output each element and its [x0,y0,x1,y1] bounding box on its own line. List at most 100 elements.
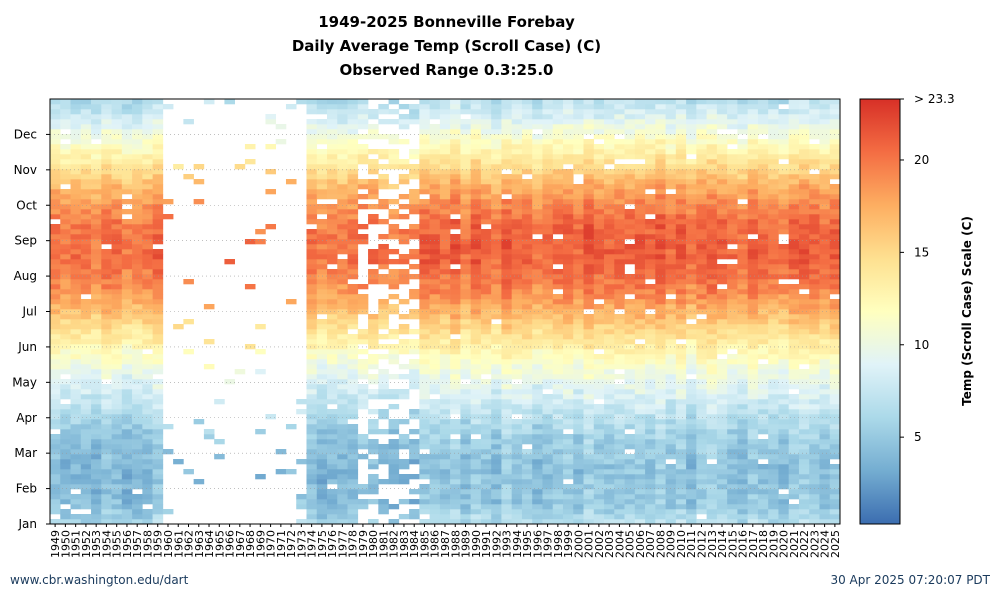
heatmap-cell [675,229,687,235]
heatmap-cell [593,229,605,235]
heatmap-cell [593,469,605,475]
heatmap-cell [50,499,61,505]
heatmap-cell [316,504,328,510]
heatmap-cell [480,379,492,385]
heatmap-cell [111,349,123,355]
heatmap-cell [306,204,318,210]
heatmap-cell [80,514,92,520]
heatmap-cell [788,159,800,165]
heatmap-cell [614,444,625,450]
heatmap-cell [747,339,759,345]
heatmap-cell [132,439,143,445]
heatmap-cell [142,519,153,525]
heatmap-cell [480,504,492,510]
heatmap-cell [347,314,359,320]
heatmap-cell [819,344,831,350]
heatmap-cell [809,109,820,115]
heatmap-cell [91,289,102,295]
heatmap-cell [111,424,123,430]
heatmap-cell [819,339,831,345]
heatmap-cell [306,239,318,245]
heatmap-cell [91,339,102,345]
heatmap-cell [480,364,492,370]
heatmap-cell [388,459,400,465]
heatmap-cell [60,384,71,390]
heatmap-cell [768,344,779,350]
heatmap-cell [696,119,707,125]
heatmap-cell [624,174,636,180]
heatmap-cell [357,369,369,375]
heatmap-cell [132,459,143,465]
heatmap-cell [306,104,318,110]
heatmap-cell [604,169,615,175]
heatmap-cell [152,194,164,200]
heatmap-cell [552,374,564,380]
heatmap-cell [798,174,810,180]
heatmap-cell [429,494,441,500]
heatmap-cell [388,519,400,525]
heatmap-cell [511,124,523,130]
heatmap-cell [265,144,277,150]
heatmap-cell [501,119,512,125]
heatmap-cell [604,219,615,225]
heatmap-cell [686,504,697,510]
heatmap-cell [552,274,564,280]
heatmap-cell [357,334,369,340]
heatmap-cell [132,209,143,215]
heatmap-cell [80,489,92,495]
heatmap-cell [316,299,328,305]
heatmap-cell [593,389,605,395]
heatmap-cell [757,154,769,160]
heatmap-cell [665,504,677,510]
heatmap-cell [675,469,687,475]
heatmap-cell [696,249,707,255]
heatmap-cell [491,164,502,170]
heatmap-cell [552,219,564,225]
heatmap-cell [562,404,574,410]
heatmap-cell [460,119,471,125]
heatmap-cell [347,299,359,305]
heatmap-cell [439,344,451,350]
heatmap-cell [604,174,615,180]
heatmap-cell [480,509,492,515]
heatmap-cell [460,124,471,130]
heatmap-cell [327,189,338,195]
heatmap-cell [419,119,430,125]
heatmap-cell [819,509,831,515]
heatmap-cell [562,99,574,105]
heatmap-cell [80,419,92,425]
heatmap-cell [665,104,677,110]
heatmap-cell [634,489,646,495]
heatmap-cell [460,229,471,235]
heatmap-cell [470,479,482,485]
heatmap-cell [142,304,153,310]
heatmap-cell [121,444,133,450]
heatmap-cell [480,414,492,420]
heatmap-cell [357,154,369,160]
heatmap-cell [747,489,759,495]
heatmap-cell [439,259,451,265]
heatmap-cell [593,124,605,130]
heatmap-cell [521,394,533,400]
heatmap-cell [60,459,71,465]
heatmap-cell [60,199,71,205]
heatmap-cell [747,464,759,470]
heatmap-cell [419,509,430,515]
heatmap-cell [480,409,492,415]
heatmap-cell [101,144,112,150]
heatmap-cell [398,299,410,305]
heatmap-cell [132,479,143,485]
heatmap-cell [532,119,543,125]
heatmap-cell [70,494,82,500]
heatmap-cell [152,189,164,195]
heatmap-cell [614,334,625,340]
heatmap-cell [501,299,512,305]
heatmap-cell [439,254,451,260]
heatmap-cell [686,464,697,470]
heatmap-cell [80,194,92,200]
heatmap-cell [757,404,769,410]
heatmap-cell [501,114,512,120]
heatmap-cell [142,174,153,180]
heatmap-cell [347,369,359,375]
heatmap-cell [388,149,400,155]
